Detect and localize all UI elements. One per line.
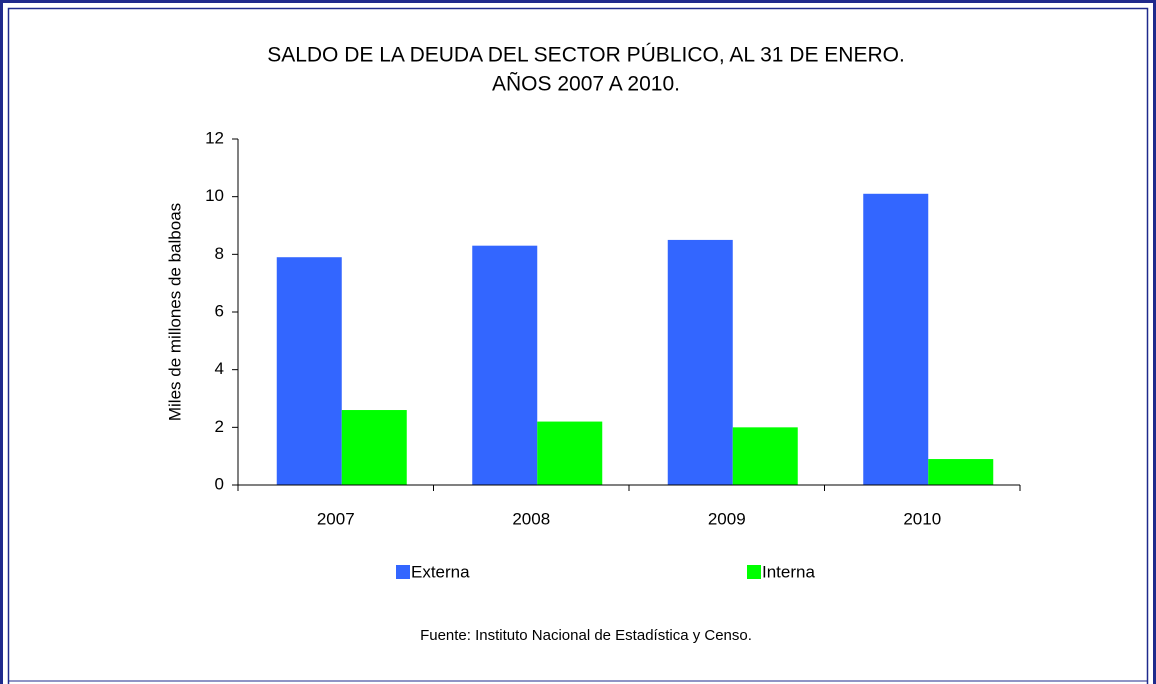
y-tick-label: 12: [205, 128, 224, 147]
bar: [732, 427, 798, 485]
y-tick-label: 10: [205, 186, 224, 205]
legend-label: Externa: [411, 562, 470, 581]
x-tick-label: 2007: [317, 509, 355, 528]
x-tick-label: 2009: [708, 509, 746, 528]
source-note: Fuente: Instituto Nacional de Estadístic…: [420, 627, 752, 644]
y-tick-label: 8: [215, 244, 224, 263]
legend-label: Interna: [762, 562, 815, 581]
x-tick-label: 2010: [903, 509, 941, 528]
x-tick-label: 2008: [512, 509, 550, 528]
y-tick-label: 6: [215, 301, 224, 320]
bar: [537, 421, 603, 485]
bar: [863, 193, 929, 486]
y-tick-label: 0: [215, 474, 224, 493]
chart-title: SALDO DE LA DEUDA DEL SECTOR PÚBLICO, AL…: [267, 44, 905, 67]
bar: [276, 257, 342, 485]
legend-swatch: [396, 565, 410, 579]
bar: [341, 410, 407, 485]
bar: [472, 245, 538, 485]
y-tick-label: 2: [215, 417, 224, 436]
y-tick-label: 4: [215, 359, 224, 378]
legend-swatch: [747, 565, 761, 579]
bar: [667, 239, 733, 485]
bar: [928, 459, 994, 485]
chart-title: AÑOS 2007 A 2010.: [492, 72, 680, 96]
y-axis-label: Miles de millones de balboas: [165, 203, 184, 421]
